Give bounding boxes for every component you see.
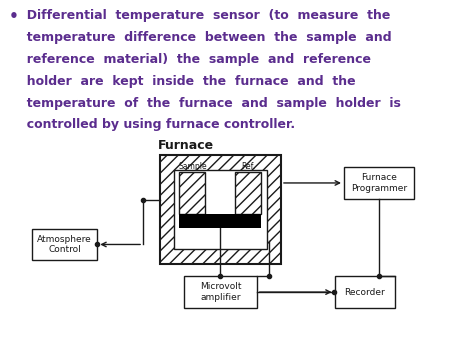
Text: Ref.: Ref. [241, 162, 255, 171]
Text: holder  are  kept  inside  the  furnace  and  the: holder are kept inside the furnace and t… [18, 75, 356, 88]
Text: Recorder: Recorder [345, 288, 385, 296]
Bar [32, 229, 97, 260]
Text: Differential  temperature  sensor  (to  measure  the: Differential temperature sensor (to meas… [18, 9, 391, 22]
Bar [335, 276, 395, 308]
Text: reference  material)  the  sample  and  reference: reference material) the sample and refer… [18, 53, 371, 66]
Bar [160, 155, 281, 264]
Bar [174, 170, 267, 250]
Text: temperature  of  the  furnace  and  sample  holder  is: temperature of the furnace and sample ho… [18, 97, 401, 110]
Text: Sample: Sample [178, 162, 207, 171]
Bar [179, 214, 261, 228]
Text: temperature  difference  between  the  sample  and: temperature difference between the sampl… [18, 31, 392, 44]
Text: Furnace: Furnace [158, 139, 214, 152]
Bar [344, 167, 414, 199]
Bar [160, 155, 281, 264]
Text: Furnace
Programmer: Furnace Programmer [351, 173, 407, 193]
Bar [235, 172, 261, 214]
Text: Atmosphere
Control: Atmosphere Control [37, 235, 92, 254]
Bar [179, 172, 206, 214]
Text: •: • [9, 9, 18, 24]
Bar [184, 276, 257, 308]
Text: Microvolt
amplifier: Microvolt amplifier [200, 282, 241, 302]
Text: controlled by using furnace controller.: controlled by using furnace controller. [18, 119, 295, 131]
